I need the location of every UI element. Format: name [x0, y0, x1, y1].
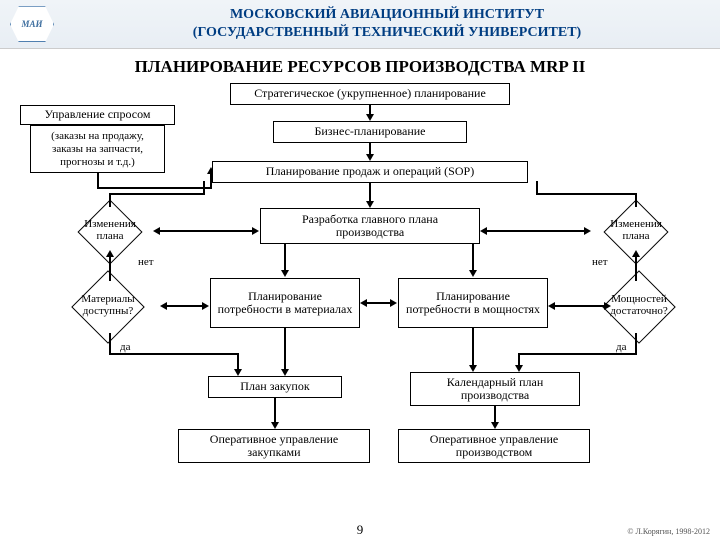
flowchart: Стратегическое (укрупненное) планировани…: [0, 83, 720, 523]
edge: [109, 193, 111, 207]
edge: [109, 255, 111, 281]
arrowhead: [281, 369, 289, 376]
node-strategic: Стратегическое (укрупненное) планировани…: [230, 83, 510, 105]
arrowhead: [366, 201, 374, 208]
node-business: Бизнес-планирование: [273, 121, 467, 143]
edge: [284, 328, 286, 371]
header-line1: МОСКОВСКИЙ АВИАЦИОННЫЙ ИНСТИТУТ: [64, 6, 710, 24]
arrowhead: [548, 302, 555, 310]
node-materials-q: Материалы доступны?: [54, 283, 162, 331]
edge: [166, 305, 204, 307]
edge: [109, 353, 239, 355]
arrowhead: [281, 270, 289, 277]
copyright: © Л.Корягин, 1998-2012: [627, 527, 710, 536]
node-mps: Разработка главного плана производства: [260, 208, 480, 244]
arrowhead: [390, 299, 397, 307]
label-yes-left: да: [120, 341, 130, 353]
edge: [635, 333, 637, 353]
logo-text: МАИ: [21, 19, 42, 29]
edge: [109, 193, 205, 195]
arrowhead: [491, 422, 499, 429]
edge: [472, 244, 474, 272]
arrowhead: [366, 114, 374, 121]
label-yes-right: да: [616, 341, 626, 353]
arrowhead: [234, 369, 242, 376]
node-demand-title: Управление спросом: [20, 105, 175, 125]
node-schedule: Календарный план производства: [410, 372, 580, 406]
header-line2: (ГОСУДАРСТВЕННЫЙ ТЕХНИЧЕСКИЙ УНИВЕРСИТЕТ…: [64, 24, 710, 42]
arrowhead: [271, 422, 279, 429]
arrowhead: [252, 227, 259, 235]
arrowhead: [153, 227, 160, 235]
arrowhead: [480, 227, 487, 235]
edge: [472, 328, 474, 367]
node-change-left: Изменения плана: [66, 210, 154, 254]
edge: [366, 302, 392, 304]
page-number: 9: [357, 522, 364, 538]
node-purchase: План закупок: [208, 376, 342, 398]
arrowhead: [469, 365, 477, 372]
edge: [203, 181, 205, 195]
edge: [97, 173, 99, 188]
arrowhead: [632, 250, 640, 257]
node-mrp: Планирование потребности в материалах: [210, 278, 360, 328]
label-no-right: нет: [592, 256, 608, 268]
edge: [518, 353, 637, 355]
edge: [635, 193, 637, 207]
edge: [536, 193, 637, 195]
edge: [274, 398, 276, 424]
node-demand-sub: (заказы на продажу, заказы на запчасти, …: [30, 125, 165, 173]
edge: [97, 187, 212, 189]
header: МАИ МОСКОВСКИЙ АВИАЦИОННЫЙ ИНСТИТУТ (ГОС…: [0, 0, 720, 49]
node-capacity-q: Мощностей достаточно?: [582, 283, 696, 331]
node-crp: Планирование потребности в мощностях: [398, 278, 548, 328]
edge: [158, 230, 254, 232]
arrowhead: [366, 154, 374, 161]
arrowhead: [202, 302, 209, 310]
edge: [536, 181, 538, 195]
node-sop: Планирование продаж и операций (SOP): [212, 161, 528, 183]
edge: [109, 333, 111, 353]
arrowhead: [469, 270, 477, 277]
node-change-right: Изменения плана: [592, 210, 680, 254]
edge: [486, 230, 586, 232]
header-title: МОСКОВСКИЙ АВИАЦИОННЫЙ ИНСТИТУТ (ГОСУДАР…: [64, 6, 710, 42]
node-op-purchase: Оперативное управление закупками: [178, 429, 370, 463]
label-no-left: нет: [138, 256, 154, 268]
arrowhead: [584, 227, 591, 235]
node-op-prod: Оперативное управление производством: [398, 429, 590, 463]
arrowhead: [360, 299, 367, 307]
edge: [369, 183, 371, 203]
logo: МАИ: [10, 6, 54, 42]
edge: [284, 244, 286, 272]
arrowhead: [515, 365, 523, 372]
edge: [635, 255, 637, 281]
arrowhead: [106, 250, 114, 257]
page-title: ПЛАНИРОВАНИЕ РЕСУРСОВ ПРОИЗВОДСТВА MRP I…: [0, 49, 720, 83]
